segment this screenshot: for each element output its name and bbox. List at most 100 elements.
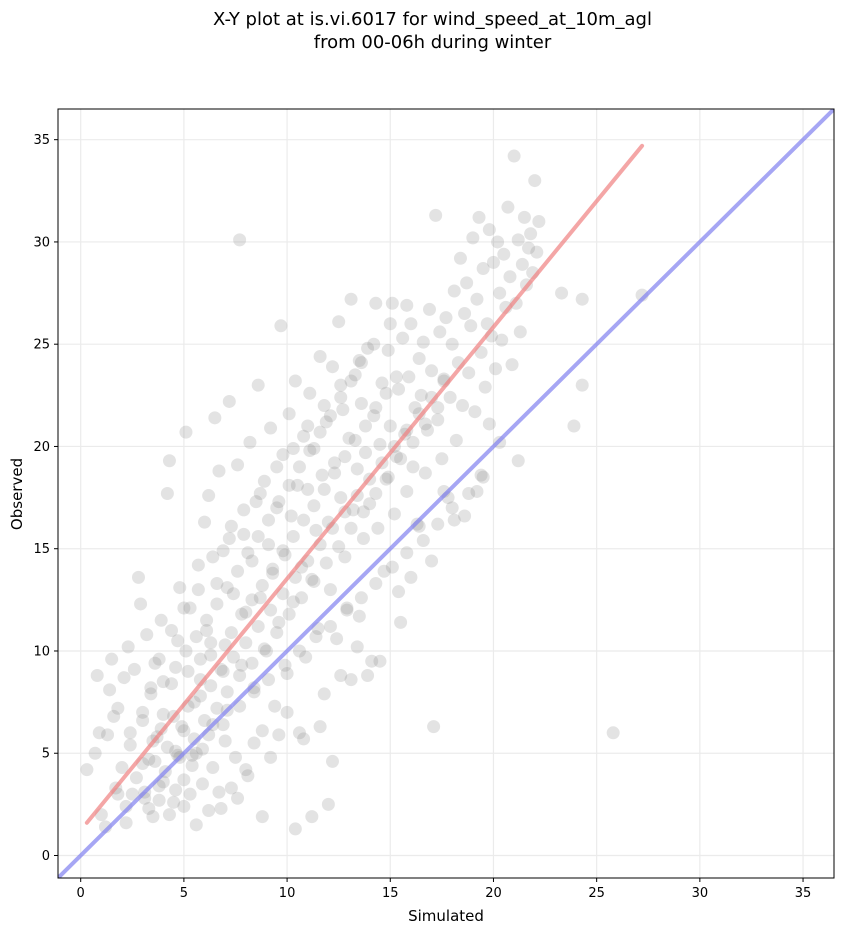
data-point bbox=[575, 378, 589, 392]
data-point bbox=[363, 497, 377, 511]
data-point bbox=[340, 601, 354, 615]
data-point bbox=[152, 652, 166, 666]
data-point bbox=[344, 673, 358, 687]
data-point bbox=[412, 407, 426, 421]
data-point bbox=[480, 317, 494, 331]
data-point bbox=[530, 245, 544, 259]
data-point bbox=[449, 433, 463, 447]
data-point bbox=[511, 454, 525, 468]
data-point bbox=[507, 149, 521, 163]
data-points bbox=[80, 149, 649, 836]
data-point bbox=[323, 619, 337, 633]
data-point bbox=[272, 728, 286, 742]
data-point bbox=[121, 640, 135, 654]
data-point bbox=[286, 442, 300, 456]
data-point bbox=[396, 331, 410, 345]
data-point bbox=[348, 433, 362, 447]
data-point bbox=[288, 822, 302, 836]
data-point bbox=[286, 595, 300, 609]
y-tick-label: 30 bbox=[33, 235, 50, 250]
data-point bbox=[276, 448, 290, 462]
data-point bbox=[228, 750, 242, 764]
data-point bbox=[297, 513, 311, 527]
data-point bbox=[156, 707, 170, 721]
data-point bbox=[171, 634, 185, 648]
data-point bbox=[127, 662, 141, 676]
chart-title-line-2: from 00-06h during winter bbox=[313, 32, 552, 53]
data-point bbox=[107, 709, 121, 723]
data-point bbox=[220, 685, 234, 699]
data-point bbox=[299, 650, 313, 664]
data-point bbox=[361, 669, 375, 683]
data-point bbox=[226, 650, 240, 664]
data-point bbox=[282, 407, 296, 421]
data-point bbox=[344, 521, 358, 535]
data-point bbox=[328, 466, 342, 480]
data-point bbox=[383, 419, 397, 433]
data-point bbox=[189, 818, 203, 832]
data-point bbox=[402, 370, 416, 384]
data-point bbox=[344, 292, 358, 306]
data-point bbox=[295, 591, 309, 605]
data-point bbox=[249, 495, 263, 509]
data-point bbox=[270, 501, 284, 515]
data-point bbox=[160, 740, 174, 754]
data-point bbox=[303, 444, 317, 458]
data-point bbox=[224, 626, 238, 640]
data-point bbox=[210, 597, 224, 611]
grid bbox=[58, 109, 834, 878]
data-point bbox=[136, 714, 150, 728]
data-point bbox=[400, 298, 414, 312]
data-point bbox=[259, 644, 273, 658]
data-point bbox=[136, 705, 150, 719]
data-point bbox=[381, 343, 395, 357]
data-point bbox=[373, 654, 387, 668]
axis-ticks: 0 5 10 15 20 25 30 35 0 5 10 15 20 25 30 35 bbox=[33, 133, 811, 901]
data-point bbox=[231, 458, 245, 472]
data-point bbox=[323, 409, 337, 423]
x-tick-label: 5 bbox=[180, 886, 188, 901]
data-point bbox=[195, 777, 209, 791]
data-point bbox=[433, 325, 447, 339]
x-tick-label: 30 bbox=[692, 886, 709, 901]
data-point bbox=[134, 597, 148, 611]
data-point bbox=[198, 714, 212, 728]
data-point bbox=[245, 656, 259, 670]
data-point bbox=[369, 576, 383, 590]
data-point bbox=[330, 632, 344, 646]
data-point bbox=[381, 470, 395, 484]
data-point bbox=[247, 736, 261, 750]
data-point bbox=[189, 746, 203, 760]
data-point bbox=[350, 462, 364, 476]
data-point bbox=[123, 738, 137, 752]
data-point bbox=[274, 319, 288, 333]
data-point bbox=[245, 554, 259, 568]
data-point bbox=[212, 464, 226, 478]
data-point bbox=[183, 787, 197, 801]
data-point bbox=[309, 523, 323, 537]
data-point bbox=[206, 550, 220, 564]
data-point bbox=[472, 210, 486, 224]
data-point bbox=[224, 781, 238, 795]
data-point bbox=[367, 337, 381, 351]
data-point bbox=[292, 644, 306, 658]
data-point bbox=[195, 742, 209, 756]
data-point bbox=[181, 664, 195, 678]
chart-title: X-Y plot at is.vi.6017 for wind_speed_at… bbox=[0, 8, 843, 54]
data-point bbox=[119, 816, 133, 830]
data-point bbox=[307, 499, 321, 513]
data-point bbox=[301, 482, 315, 496]
data-point bbox=[466, 231, 480, 245]
data-point bbox=[416, 335, 430, 349]
data-point bbox=[216, 544, 230, 558]
data-point bbox=[359, 446, 373, 460]
data-point bbox=[264, 603, 278, 617]
data-point bbox=[177, 799, 191, 813]
data-point bbox=[359, 419, 373, 433]
data-point bbox=[202, 489, 216, 503]
regression-line bbox=[84, 143, 645, 825]
data-point bbox=[278, 658, 292, 672]
data-point bbox=[233, 233, 247, 247]
data-point bbox=[268, 699, 282, 713]
data-point bbox=[255, 579, 269, 593]
